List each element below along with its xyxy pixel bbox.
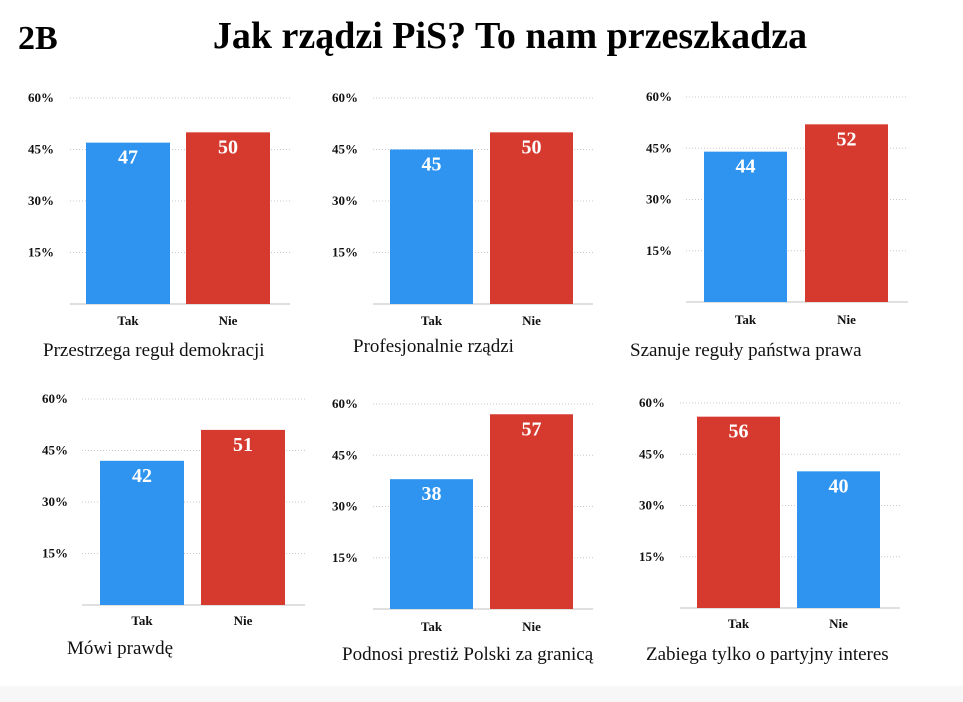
bar-nie: [186, 132, 270, 304]
x-category-label: Tak: [131, 613, 153, 628]
bar-nie: [201, 429, 285, 605]
y-tick-label: 30%: [42, 494, 68, 509]
slide-label: 2B: [18, 20, 58, 57]
data-label: 50: [522, 136, 542, 158]
chart-caption: Szanuje reguły państwa prawa: [630, 340, 862, 361]
bar-tak: [390, 479, 473, 609]
bar-chart-6: 15% 30% 45% 60% 56 Tak 40 Nie: [639, 395, 900, 631]
bar-nie: [490, 414, 573, 609]
x-category-label: Tak: [735, 312, 757, 327]
data-label: 47: [118, 147, 138, 169]
bar-chart-1: 15% 30% 45% 60% 47 Tak 50 Nie: [28, 90, 290, 328]
bar-chart-5: 15% 30% 45% 60% 38 Tak 57 Nie: [332, 396, 593, 634]
x-category-label: Tak: [117, 313, 139, 328]
data-label: 40: [829, 475, 849, 497]
y-tick-label: 60%: [42, 391, 68, 406]
x-category-label: Nie: [829, 616, 848, 631]
y-tick-label: 45%: [639, 446, 665, 461]
data-label: 51: [233, 434, 253, 456]
y-tick-label: 15%: [332, 245, 358, 260]
y-tick-label: 30%: [28, 193, 54, 208]
y-tick-label: 45%: [42, 443, 68, 458]
data-label: 38: [422, 483, 442, 505]
y-tick-label: 15%: [646, 243, 672, 258]
bar-chart-4: 15% 30% 45% 60% 42 Tak 51 Nie: [42, 391, 305, 628]
data-label: 56: [729, 421, 749, 443]
chart-caption: Podnosi prestiż Polski za granicą: [342, 644, 594, 665]
y-tick-label: 45%: [332, 142, 358, 157]
y-tick-label: 60%: [646, 89, 672, 104]
x-category-label: Nie: [837, 312, 856, 327]
data-label: 50: [218, 136, 238, 158]
bar-tak: [86, 142, 170, 304]
x-category-label: Nie: [219, 313, 238, 328]
data-label: 42: [132, 465, 152, 487]
x-category-label: Nie: [522, 313, 541, 328]
x-category-label: Tak: [728, 616, 750, 631]
bar-chart-2: 15% 30% 45% 60% 45 Tak 50 Nie: [332, 90, 593, 328]
bar-nie: [805, 124, 888, 302]
y-tick-label: 15%: [42, 546, 68, 561]
y-tick-label: 60%: [639, 395, 665, 410]
data-label: 57: [522, 418, 542, 440]
bar-tak: [704, 151, 787, 302]
x-category-label: Nie: [234, 613, 253, 628]
data-label: 52: [837, 128, 857, 150]
bar-nie: [490, 132, 573, 304]
y-tick-label: 60%: [332, 90, 358, 105]
y-tick-label: 45%: [332, 447, 358, 462]
bar-nie: [797, 471, 880, 608]
bar-tak: [100, 460, 184, 605]
slide-title: Jak rządzi PiS? To nam przeszkadza: [212, 15, 808, 57]
bar-tak: [697, 416, 780, 608]
y-tick-label: 30%: [332, 193, 358, 208]
x-category-label: Nie: [522, 619, 541, 634]
x-category-label: Tak: [421, 619, 443, 634]
chart-caption: Profesjonalnie rządzi: [353, 336, 514, 357]
bar-chart-3: 15% 30% 45% 60% 44 Tak 52 Nie: [646, 89, 908, 327]
data-label: 45: [422, 154, 442, 176]
y-tick-label: 30%: [639, 498, 665, 513]
y-tick-label: 60%: [332, 396, 358, 411]
x-category-label: Tak: [421, 313, 443, 328]
y-tick-label: 45%: [28, 142, 54, 157]
y-tick-label: 15%: [28, 245, 54, 260]
y-tick-label: 30%: [332, 499, 358, 514]
bar-tak: [390, 149, 473, 304]
y-tick-label: 45%: [646, 140, 672, 155]
bottom-band: [0, 686, 963, 702]
data-label: 44: [736, 156, 756, 178]
y-tick-label: 15%: [332, 550, 358, 565]
chart-caption: Zabiega tylko o partyjny interes: [646, 644, 889, 665]
chart-caption: Mówi prawdę: [67, 638, 174, 659]
chart-caption: Przestrzega reguł demokracji: [43, 340, 265, 361]
y-tick-label: 30%: [646, 192, 672, 207]
y-tick-label: 60%: [28, 90, 54, 105]
y-tick-label: 15%: [639, 549, 665, 564]
